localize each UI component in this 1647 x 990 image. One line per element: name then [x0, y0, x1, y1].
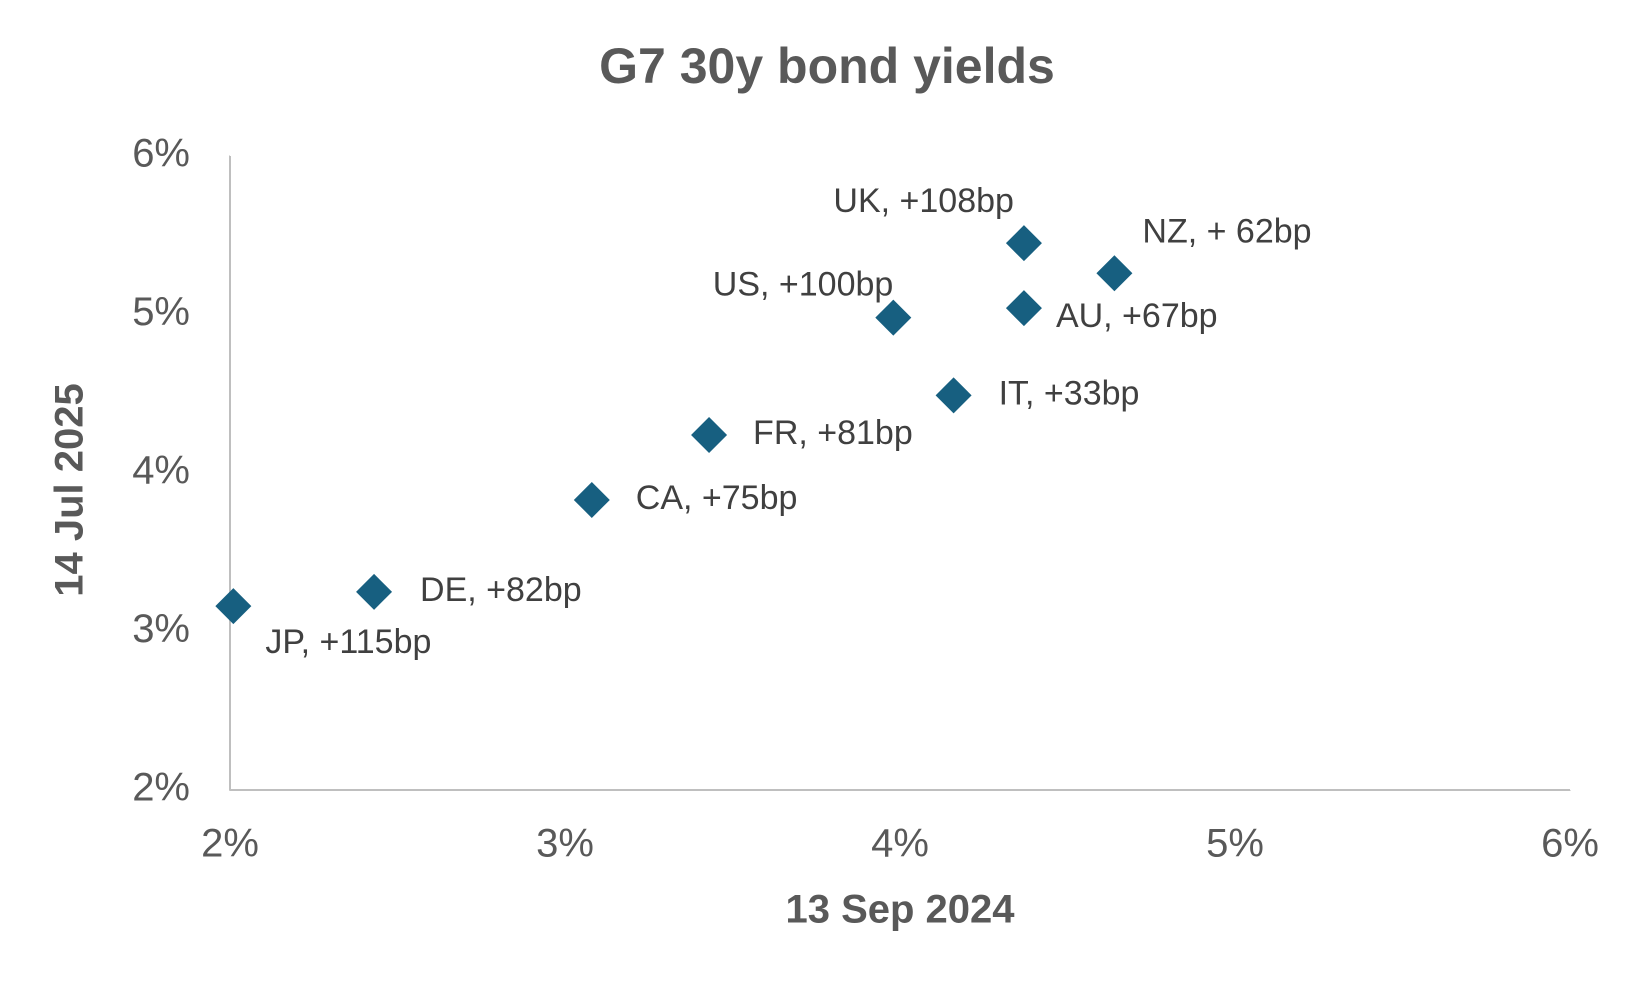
point	[1005, 290, 1042, 327]
point-label: AU, +67bp	[1056, 297, 1218, 335]
x-tick-label: 5%	[1206, 822, 1264, 866]
y-tick-label: 3%	[132, 607, 190, 651]
y-tick-label: 2%	[132, 766, 190, 810]
point-label: IT, +33bp	[999, 374, 1140, 412]
point-label: NZ, + 62bp	[1142, 212, 1311, 250]
chart-title: G7 30y bond yields	[599, 38, 1055, 94]
point	[1096, 255, 1133, 292]
x-tick-label: 2%	[201, 822, 259, 866]
x-tick-label: 6%	[1541, 822, 1599, 866]
x-axis-label: 13 Sep 2024	[785, 888, 1015, 932]
point	[573, 481, 610, 518]
point-label: UK, +108bp	[833, 182, 1014, 220]
point	[356, 573, 393, 610]
y-axis-label: 14 Jul 2025	[48, 383, 92, 597]
point-label: DE, +82bp	[420, 571, 582, 609]
y-tick-label: 6%	[132, 132, 190, 176]
point	[1005, 225, 1042, 262]
x-tick-label: 3%	[536, 822, 594, 866]
y-tick-label: 4%	[132, 449, 190, 493]
point	[215, 588, 252, 625]
point	[875, 299, 912, 336]
point	[935, 377, 972, 414]
x-tick-label: 4%	[871, 822, 929, 866]
point-label: CA, +75bp	[636, 479, 798, 517]
point-label: JP, +115bp	[265, 623, 431, 661]
point	[691, 416, 728, 453]
point-label: US, +100bp	[713, 266, 894, 304]
point-label: FR, +81bp	[753, 414, 913, 452]
y-tick-label: 5%	[132, 290, 190, 334]
